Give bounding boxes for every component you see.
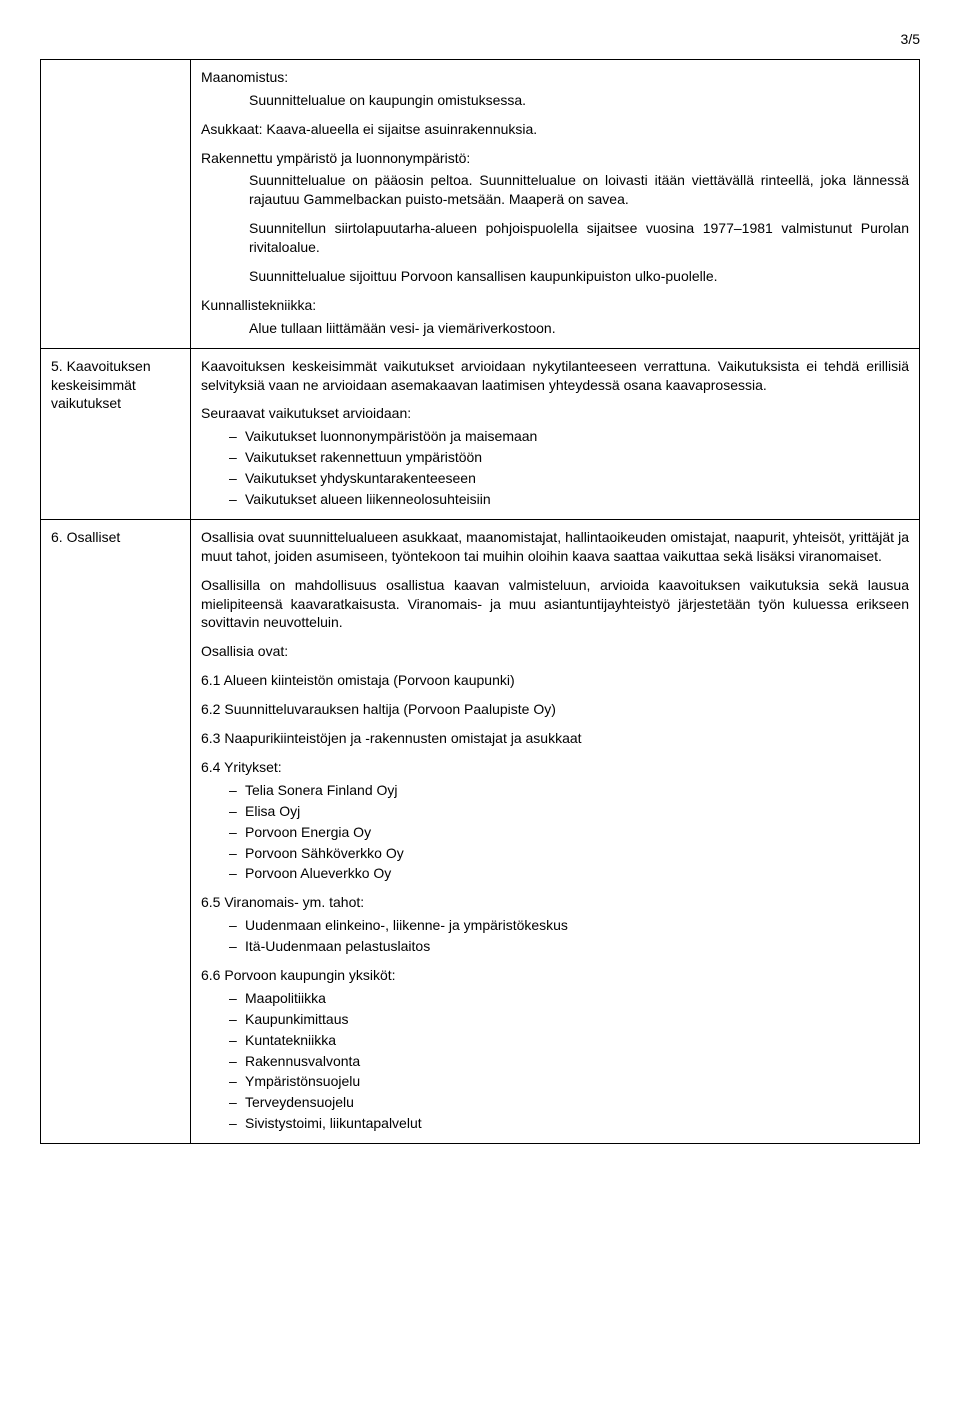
list-item: Maapolitiikka — [229, 989, 909, 1008]
maanomistus-text: Suunnittelualue on kaupungin omistuksess… — [249, 91, 909, 110]
list-item: Itä-Uudenmaan pelastuslaitos — [229, 937, 909, 956]
section-6-3: 6.3 Naapurikiinteistöjen ja -rakennusten… — [201, 729, 909, 748]
section-6-5-list: Uudenmaan elinkeino-, liikenne- ja ympär… — [229, 916, 909, 956]
row3-p1: Osallisia ovat suunnittelualueen asukkaa… — [201, 528, 909, 566]
table-row: 5. Kaavoituksen keskeisimmät vaikutukset… — [41, 348, 920, 519]
list-item: Kuntatekniikka — [229, 1031, 909, 1050]
row3-left-cell: 6. Osalliset — [41, 519, 191, 1143]
row2-left-cell: 5. Kaavoituksen keskeisimmät vaikutukset — [41, 348, 191, 519]
section-6-2: 6.2 Suunnitteluvarauksen haltija (Porvoo… — [201, 700, 909, 719]
list-item: Vaikutukset rakennettuun ympäristöön — [229, 448, 909, 467]
section-6-1: 6.1 Alueen kiinteistön omistaja (Porvoon… — [201, 671, 909, 690]
section-6-6-list: Maapolitiikka Kaupunkimittaus Kuntatekni… — [229, 989, 909, 1133]
section-6-4: 6.4 Yritykset: — [201, 758, 909, 777]
row2-right-cell: Kaavoituksen keskeisimmät vaikutukset ar… — [191, 348, 920, 519]
kunnallis-label: Kunnallistekniikka: — [201, 296, 909, 315]
table-row: Maanomistus: Suunnittelualue on kaupungi… — [41, 59, 920, 348]
list-item: Vaikutukset alueen liikenneolosuhteisiin — [229, 490, 909, 509]
rakennettu-p2: Suunnitellun siirtolapuutarha-alueen poh… — [249, 219, 909, 257]
row2-p2: Seuraavat vaikutukset arvioidaan: — [201, 404, 909, 423]
list-item: Vaikutukset luonnonympäristöön ja maisem… — [229, 427, 909, 446]
rakennettu-p1: Suunnittelualue on pääosin peltoa. Suunn… — [249, 171, 909, 209]
document-table: Maanomistus: Suunnittelualue on kaupungi… — [40, 59, 920, 1144]
section-6-6: 6.6 Porvoon kaupungin yksiköt: — [201, 966, 909, 985]
rakennettu-p3: Suunnittelualue sijoittuu Porvoon kansal… — [249, 267, 909, 286]
table-row: 6. Osalliset Osallisia ovat suunnittelua… — [41, 519, 920, 1143]
list-item: Telia Sonera Finland Oyj — [229, 781, 909, 800]
row3-p3: Osallisia ovat: — [201, 642, 909, 661]
list-item: Terveydensuojelu — [229, 1093, 909, 1112]
row3-right-cell: Osallisia ovat suunnittelualueen asukkaa… — [191, 519, 920, 1143]
list-item: Uudenmaan elinkeino-, liikenne- ja ympär… — [229, 916, 909, 935]
list-item: Porvoon Energia Oy — [229, 823, 909, 842]
list-item: Porvoon Alueverkko Oy — [229, 864, 909, 883]
row1-right-cell: Maanomistus: Suunnittelualue on kaupungi… — [191, 59, 920, 348]
list-item: Rakennusvalvonta — [229, 1052, 909, 1071]
list-item: Kaupunkimittaus — [229, 1010, 909, 1029]
asukkaat-text: Asukkaat: Kaava-alueella ei sijaitse asu… — [201, 120, 909, 139]
section-6-4-list: Telia Sonera Finland Oyj Elisa Oyj Porvo… — [229, 781, 909, 883]
row3-p2: Osallisilla on mahdollisuus osallistua k… — [201, 576, 909, 633]
list-item: Ympäristönsuojelu — [229, 1072, 909, 1091]
page-number: 3/5 — [40, 30, 920, 49]
list-item: Vaikutukset yhdyskuntarakenteeseen — [229, 469, 909, 488]
list-item: Porvoon Sähköverkko Oy — [229, 844, 909, 863]
row2-p1: Kaavoituksen keskeisimmät vaikutukset ar… — [201, 357, 909, 395]
row1-left-cell — [41, 59, 191, 348]
maanomistus-label: Maanomistus: — [201, 68, 909, 87]
list-item: Elisa Oyj — [229, 802, 909, 821]
section-6-5: 6.5 Viranomais- ym. tahot: — [201, 893, 909, 912]
row2-list: Vaikutukset luonnonympäristöön ja maisem… — [229, 427, 909, 509]
list-item: Sivistystoimi, liikuntapalvelut — [229, 1114, 909, 1133]
kunnallis-text: Alue tullaan liittämään vesi- ja viemäri… — [249, 319, 909, 338]
rakennettu-label: Rakennettu ympäristö ja luonnonympäristö… — [201, 149, 909, 168]
